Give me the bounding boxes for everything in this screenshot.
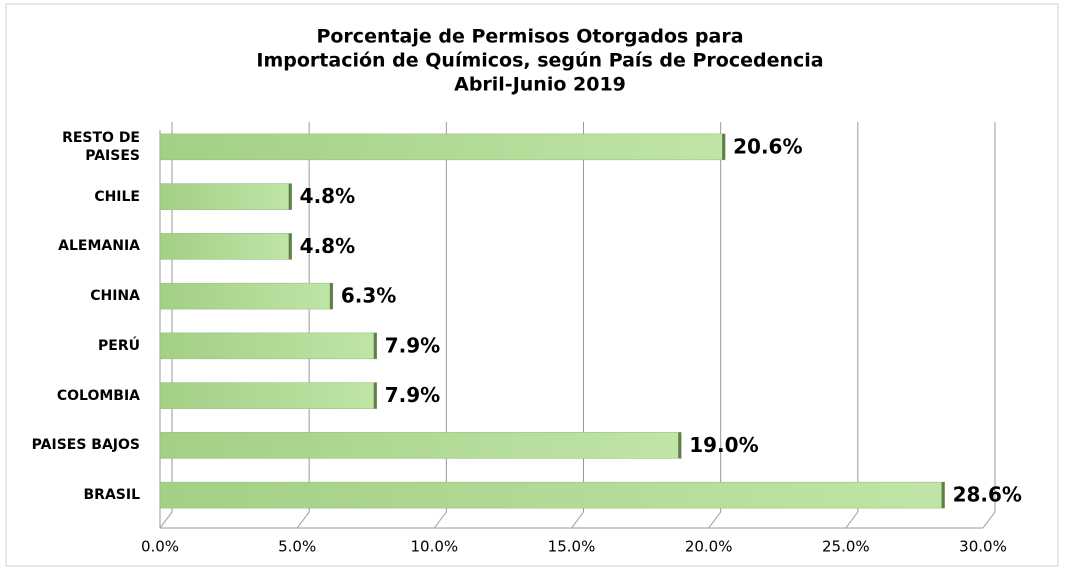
bar-edge bbox=[722, 133, 726, 160]
bar-edge bbox=[373, 332, 377, 359]
x-tick-label: 5.0% bbox=[278, 538, 316, 556]
y-tick-label: CHINA bbox=[90, 288, 140, 305]
bar bbox=[159, 332, 377, 360]
bar-edge bbox=[329, 283, 333, 310]
data-label: 7.9% bbox=[385, 333, 440, 357]
bar bbox=[159, 382, 377, 409]
bar bbox=[159, 183, 292, 210]
bar bbox=[159, 481, 945, 509]
bar-edge bbox=[288, 233, 292, 260]
bar-edge bbox=[373, 382, 377, 409]
y-tick-label: ALEMANIA bbox=[58, 238, 140, 255]
data-label: 19.0% bbox=[689, 433, 758, 457]
bar bbox=[159, 133, 726, 161]
data-label: 4.8% bbox=[300, 184, 355, 208]
data-label: 20.6% bbox=[733, 134, 802, 158]
y-tick-label: CHILE bbox=[94, 188, 140, 205]
grid-foot bbox=[296, 511, 310, 529]
grid-foot bbox=[159, 511, 173, 529]
bar-edge bbox=[678, 432, 682, 459]
grid-foot bbox=[982, 511, 996, 529]
x-tick-label: 20.0% bbox=[685, 538, 733, 556]
bar bbox=[159, 233, 292, 260]
chart-title: Importación de Químicos, según País de P… bbox=[256, 50, 823, 72]
x-tick-label: 30.0% bbox=[959, 538, 1007, 556]
grid-foot bbox=[708, 511, 722, 529]
grid-foot bbox=[571, 511, 584, 529]
bar-edge bbox=[941, 482, 945, 509]
data-label: 6.3% bbox=[341, 284, 396, 308]
x-tick-label: 0.0% bbox=[141, 538, 179, 556]
data-label: 4.8% bbox=[300, 234, 355, 258]
data-label: 28.6% bbox=[953, 483, 1022, 507]
chart-title: Abril-Junio 2019 bbox=[454, 74, 626, 96]
x-tick-label: 10.0% bbox=[411, 538, 459, 556]
grid-foot bbox=[845, 511, 859, 529]
bar bbox=[159, 432, 682, 459]
bar bbox=[159, 282, 334, 310]
data-label: 7.9% bbox=[385, 383, 440, 407]
y-tick-label: BRASIL bbox=[83, 487, 141, 504]
x-tick-label: 15.0% bbox=[548, 538, 596, 556]
x-tick-label: 25.0% bbox=[822, 538, 870, 556]
y-tick-label: COLOMBIA bbox=[56, 387, 140, 404]
chart-title: Porcentaje de Permisos Otorgados para bbox=[316, 26, 743, 48]
grid-foot bbox=[433, 511, 447, 529]
bar-edge bbox=[288, 183, 292, 210]
y-tick-label: RESTO DE PAISES bbox=[62, 129, 140, 164]
y-tick-label: PAISES BAJOS bbox=[31, 437, 140, 454]
y-tick-label: PERÚ bbox=[98, 337, 140, 354]
